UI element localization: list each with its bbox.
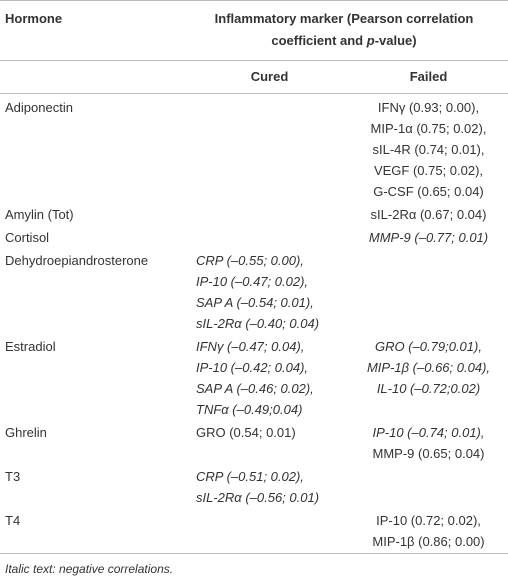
- row: Estradiol IFNγ (–0.47; 0.04), IP-10 (–0.42…: [0, 335, 508, 421]
- footnote: Italic text: negative correlations.: [5, 562, 174, 576]
- marker-line: MIP-1β (0.86; 0.00): [372, 534, 485, 549]
- header-text: Inflammatory marker (Pearson correlation…: [214, 11, 474, 48]
- empty-cell: [0, 61, 190, 94]
- cured-cell: GRO (0.54; 0.01): [190, 421, 349, 465]
- hormone-cell: Cortisol: [5, 230, 50, 245]
- header-text: -value): [374, 33, 417, 48]
- marker-line: IL-10 (–0.72;0.02): [376, 381, 481, 396]
- marker-line: SAP A (–0.54; 0.01),: [196, 295, 314, 310]
- header-hormone: Hormone: [0, 0, 190, 61]
- marker-line: G-CSF (0.65; 0.04): [373, 184, 484, 199]
- marker-line: sIL-2Rα (–0.56; 0.01): [196, 490, 320, 505]
- row: Dehydroepiandrosterone CRP (–0.55; 0.00),…: [0, 249, 508, 335]
- marker-line: IP-10 (–0.42; 0.04),: [196, 360, 309, 375]
- failed-cell: IP-10 (0.72; 0.02), MIP-1β (0.86; 0.00): [349, 509, 508, 554]
- failed-cell: [349, 465, 508, 509]
- cured-cell: IFNγ (–0.47; 0.04), IP-10 (–0.42; 0.04), S…: [190, 335, 349, 421]
- row: Ghrelin GRO (0.54; 0.01) IP-10 (–0.74; 0.0…: [0, 421, 508, 465]
- hormone-cell: T3: [5, 469, 21, 484]
- subheader-row: Cured Failed: [0, 60, 508, 94]
- header-text: p: [366, 33, 375, 48]
- marker-line: IFNγ (0.93; 0.00),: [377, 100, 480, 115]
- marker-line: CRP (–0.55; 0.00),: [196, 253, 304, 268]
- failed-cell: [349, 249, 508, 335]
- failed-cell: IP-10 (–0.74; 0.01), MMP-9 (0.65; 0.04): [349, 421, 508, 465]
- marker-line: MMP-9 (0.65; 0.04): [372, 446, 485, 461]
- hormone-cell: T4: [5, 513, 21, 528]
- marker-line: VEGF (0.75; 0.02),: [373, 163, 484, 178]
- marker-line: MIP-1β (–0.66; 0.04),: [366, 360, 491, 375]
- marker-line: MMP-9 (–0.77; 0.01): [368, 230, 489, 245]
- marker-line: sIL-2Rα (–0.40; 0.04): [196, 316, 320, 331]
- header-marker: Inflammatory marker (Pearson correlation…: [190, 0, 508, 61]
- hormone-cell: Ghrelin: [5, 425, 47, 440]
- row: T3 CRP (–0.51; 0.02), sIL-2Rα (–0.56; 0.01…: [0, 465, 508, 509]
- marker-line: IP-10 (–0.47; 0.02),: [196, 274, 309, 289]
- hormone-cell: Adiponectin: [5, 100, 73, 115]
- cured-cell: CRP (–0.55; 0.00), IP-10 (–0.47; 0.02), SA…: [190, 249, 349, 335]
- marker-line: GRO (–0.79;0.01),: [375, 339, 482, 354]
- hormone-cell: Estradiol: [5, 339, 56, 354]
- failed-cell: GRO (–0.79;0.01), MIP-1β (–0.66; 0.04), IL…: [349, 335, 508, 421]
- failed-cell: IFNγ (0.93; 0.00), MIP-1α (0.75; 0.02), sI…: [349, 94, 508, 204]
- cured-cell: [190, 509, 349, 554]
- row: Amylin (Tot) sIL-2Rα (0.67; 0.04): [0, 203, 508, 226]
- marker-line: MIP-1α (0.75; 0.02),: [370, 121, 487, 136]
- header-failed: Failed: [409, 69, 448, 84]
- hormone-cell: Dehydroepiandrosterone: [5, 253, 149, 268]
- marker-line: CRP (–0.51; 0.02),: [196, 469, 304, 484]
- row: T4 IP-10 (0.72; 0.02), MIP-1β (0.86; 0.00): [0, 509, 508, 554]
- marker-line: IP-10 (–0.74; 0.01),: [372, 425, 485, 440]
- row: Cortisol MMP-9 (–0.77; 0.01): [0, 226, 508, 249]
- table: Hormone Inflammatory marker (Pearson cor…: [0, 0, 508, 554]
- cured-cell: CRP (–0.51; 0.02), sIL-2Rα (–0.56; 0.01): [190, 465, 349, 509]
- marker-line: TNFα (–0.49;0.04): [196, 402, 303, 417]
- cured-cell: [190, 94, 349, 204]
- failed-cell: MMP-9 (–0.77; 0.01): [349, 226, 508, 249]
- header-row: Hormone Inflammatory marker (Pearson cor…: [0, 0, 508, 61]
- cured-cell: [190, 226, 349, 249]
- marker-line: IFNγ (–0.47; 0.04),: [196, 339, 305, 354]
- marker-line: sIL-2Rα (0.67; 0.04): [370, 207, 487, 222]
- row: Adiponectin IFNγ (0.93; 0.00), MIP-1α (0.7…: [0, 94, 508, 204]
- table-body: Adiponectin IFNγ (0.93; 0.00), MIP-1α (0.7…: [0, 94, 508, 554]
- marker-line: sIL-4R (0.74; 0.01),: [372, 142, 485, 157]
- header-cured: Cured: [250, 69, 289, 84]
- marker-line: IP-10 (0.72; 0.02),: [376, 513, 481, 528]
- marker-line: SAP A (–0.46; 0.02),: [196, 381, 314, 396]
- cured-cell: [190, 203, 349, 226]
- failed-cell: sIL-2Rα (0.67; 0.04): [349, 203, 508, 226]
- hormone-cell: Amylin (Tot): [5, 207, 74, 222]
- marker-line: GRO (0.54; 0.01): [196, 425, 296, 440]
